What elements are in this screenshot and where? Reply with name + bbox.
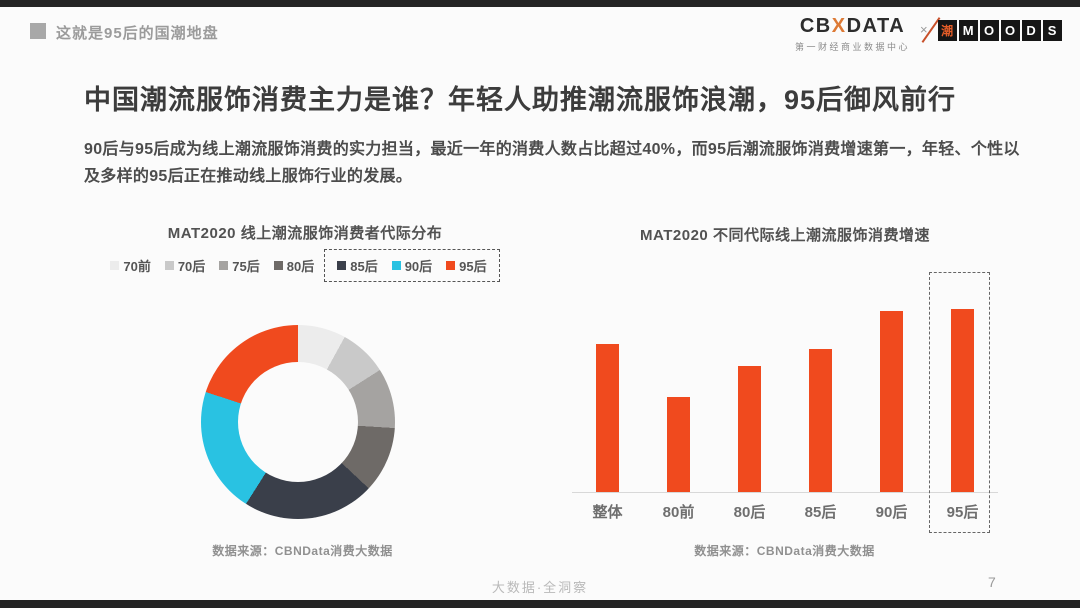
- section-label: 这就是95后的国潮地盘: [56, 25, 219, 42]
- legend-swatch-icon: [273, 261, 283, 270]
- legend-item-80后: 80后: [273, 256, 315, 275]
- bar-label-90后: 90后: [875, 504, 908, 521]
- bar-label-80后: 80后: [733, 504, 766, 521]
- page-number: 7: [988, 574, 996, 590]
- legend-item-95后: 95后: [446, 256, 487, 275]
- legend-item-85后: 85后: [337, 256, 378, 275]
- bar-90后: [880, 311, 903, 492]
- moods-letter-block: M: [958, 20, 978, 41]
- page-title: 中国潮流服饰消费主力是谁？年轻人助推潮流服饰浪潮，95后御风前行: [84, 85, 957, 115]
- legend-label: 90后: [404, 259, 433, 274]
- bar-label-整体: 整体: [592, 504, 623, 521]
- donut-chart: [201, 325, 395, 519]
- donut-legend-plain-group: 70前 70后 75后 80后: [110, 256, 314, 275]
- header-square-bullet-icon: [30, 23, 46, 39]
- cbndata-text-left: CB: [799, 15, 832, 37]
- moods-letter-block: S: [1042, 20, 1062, 41]
- donut-legend: 70前 70后 75后 80后 85后 90后 95后: [80, 249, 530, 282]
- legend-swatch-icon: [219, 261, 229, 270]
- donut-source-caption: 数据来源：CBNData消费大数据: [212, 544, 393, 558]
- legend-swatch-icon: [337, 261, 347, 270]
- bar-80前: [667, 397, 690, 492]
- moods-letter-block: O: [1000, 20, 1020, 41]
- bar-slot: [927, 309, 998, 492]
- cbndata-logo: CBXDATA 第一财经商业数据中心: [795, 16, 910, 53]
- legend-swatch-icon: [164, 261, 174, 270]
- bar-label-80前: 80前: [662, 504, 695, 521]
- bar-95hou-highlight-box: [929, 272, 990, 533]
- bar-95后: [951, 309, 974, 492]
- legend-swatch-icon: [110, 261, 120, 270]
- bar-chart-title: MAT2020 不同代际线上潮流服饰消费增速: [640, 227, 930, 244]
- top-black-strip: [0, 0, 1080, 7]
- bar-slot: [643, 309, 714, 492]
- cbndata-wordmark: CBXDATA: [800, 16, 905, 36]
- cbndata-x-icon: X: [831, 15, 847, 37]
- bar-85后: [809, 349, 832, 492]
- cbndata-subtitle: 第一财经商业数据中心: [795, 42, 911, 52]
- bar-source-caption: 数据来源：CBNData消费大数据: [694, 544, 875, 558]
- bar-slot: [714, 309, 785, 492]
- legend-swatch-icon: [446, 261, 456, 270]
- legend-item-75后: 75后: [219, 256, 260, 275]
- legend-label: 75后: [232, 259, 260, 274]
- bar-chart-labels: 整体 80前 80后 85后 90后 95后: [572, 501, 998, 522]
- legend-item-70前: 70前: [110, 256, 151, 275]
- donut-legend-boxed-group: 85后 90后 95后: [324, 249, 500, 282]
- bar-slot: [572, 309, 643, 492]
- legend-label: 70后: [177, 259, 206, 274]
- legend-label: 85后: [350, 259, 378, 274]
- footer-tagline: 大数据·全洞察: [491, 580, 589, 595]
- moods-letter-block: O: [979, 20, 999, 41]
- legend-label: 95后: [459, 259, 487, 274]
- bottom-black-strip: [0, 600, 1080, 608]
- legend-item-90后: 90后: [391, 256, 433, 275]
- bar-label-95后: 95后: [946, 504, 979, 521]
- bar-chart-bars: [572, 309, 998, 493]
- logo-x-separator: ×: [920, 22, 928, 37]
- legend-label: 80后: [286, 259, 315, 274]
- legend-swatch-icon: [391, 261, 401, 270]
- legend-label: 70前: [123, 259, 151, 274]
- bar-整体: [596, 344, 619, 492]
- cbndata-text-right: DATA: [846, 15, 906, 37]
- bar-slot: [856, 309, 927, 492]
- moods-letter-block: D: [1021, 20, 1041, 41]
- bar-label-85后: 85后: [804, 504, 837, 521]
- legend-item-70后: 70后: [164, 256, 206, 275]
- bar-slot: [785, 309, 856, 492]
- bar-80后: [738, 366, 761, 492]
- page-subtitle: 90后与95后成为线上潮流服饰消费的实力担当，最近一年的消费人数占比超过40%，…: [84, 141, 1020, 186]
- moods-chao-block: 潮: [937, 20, 957, 41]
- donut-chart-title: MAT2020 线上潮流服饰消费者代际分布: [167, 225, 443, 242]
